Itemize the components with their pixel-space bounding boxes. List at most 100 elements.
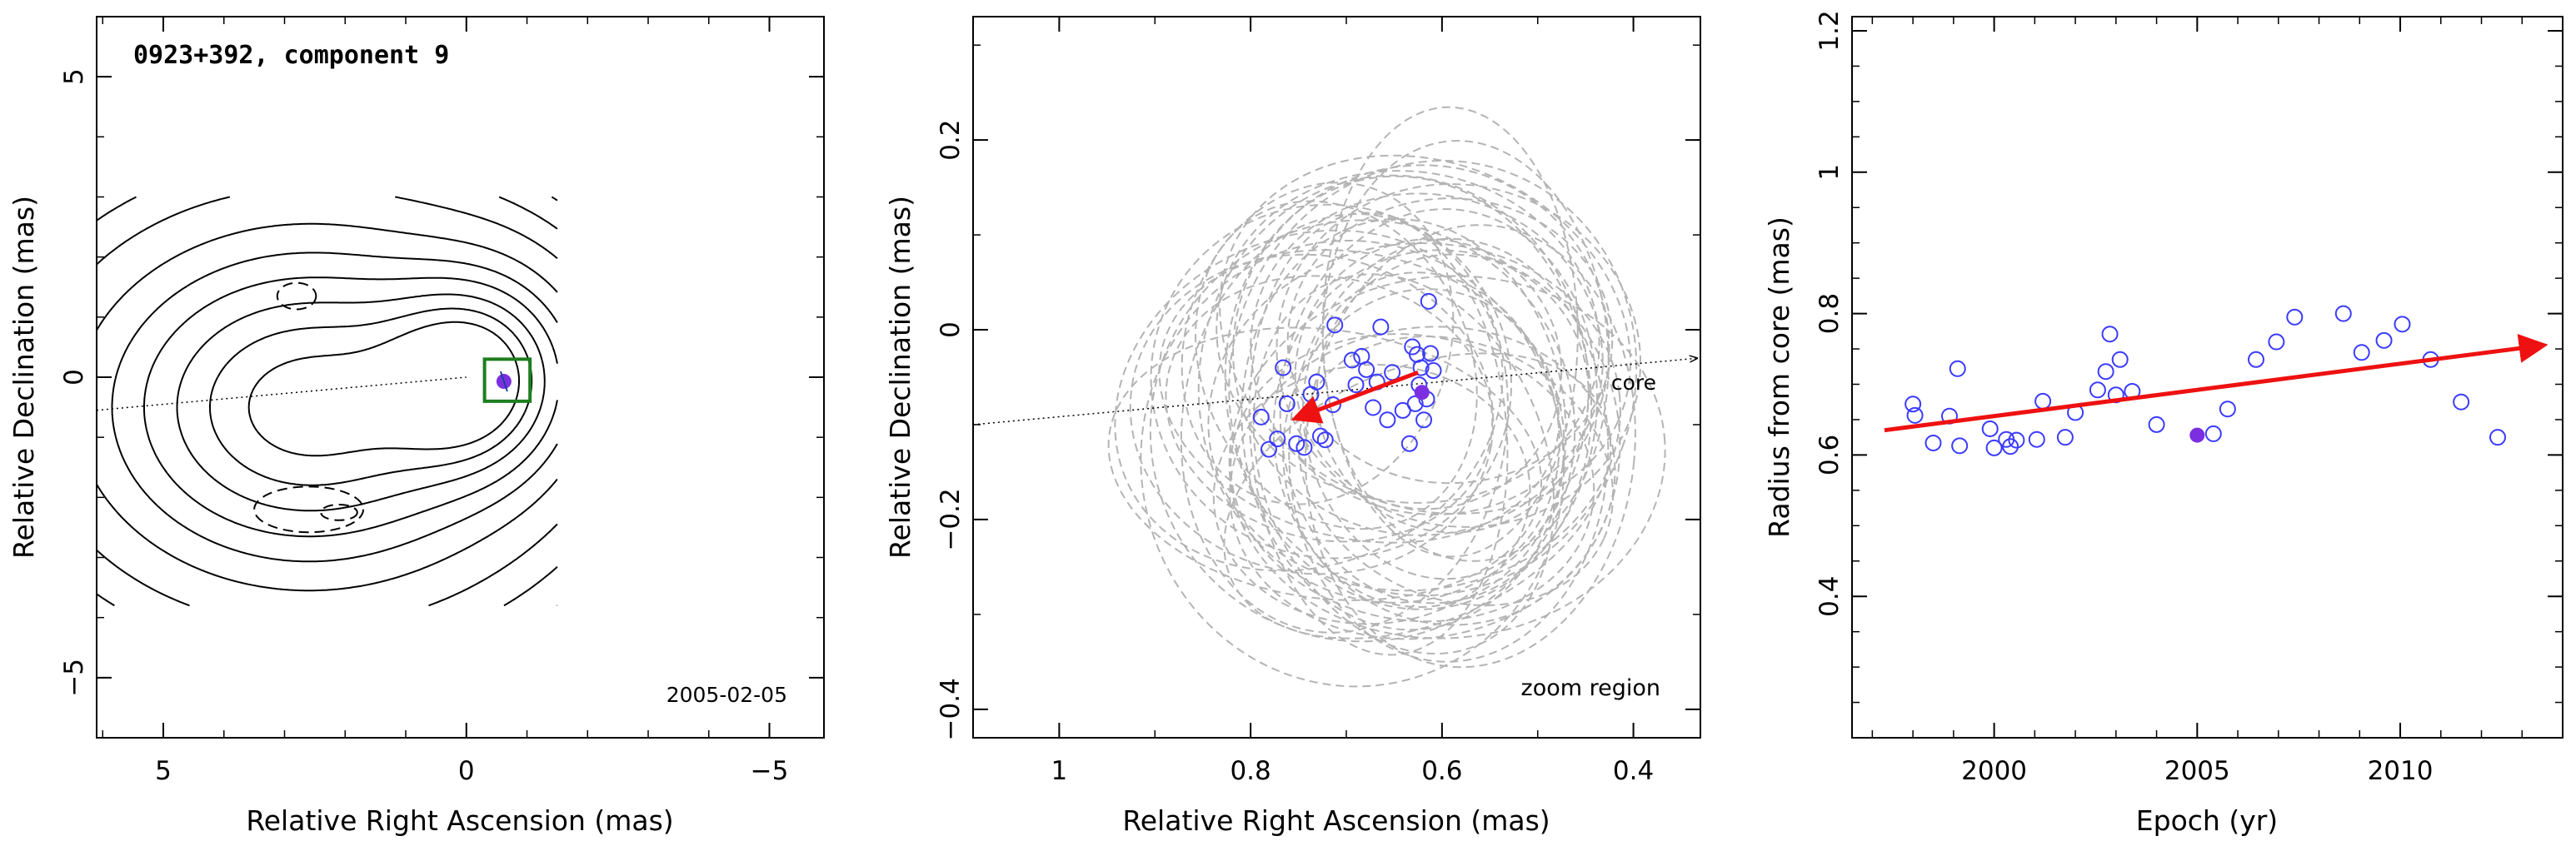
position-point	[1260, 440, 1277, 458]
beam-ellipse	[1248, 212, 1509, 656]
epoch-y-tick-label: 1	[1815, 164, 1845, 181]
beam-ellipse	[1321, 140, 1610, 562]
x-axis-label-c: Epoch (yr)	[2136, 804, 2278, 837]
map-x-tick-label: −5	[751, 756, 789, 786]
map-x-tick-label: 0	[458, 756, 475, 786]
positive-contour	[111, 251, 558, 563]
position-point	[1324, 396, 1341, 414]
beam-ellipse	[1230, 333, 1595, 623]
beam-ellipse	[1228, 275, 1666, 639]
radius-point	[2148, 416, 2165, 433]
beam-ellipse	[1288, 237, 1610, 663]
beam-ellipse	[1252, 273, 1555, 655]
y-axis-label-b: Relative Declination (mas)	[884, 196, 916, 559]
epoch-y-tick-label: 0.6	[1815, 435, 1845, 475]
beam-ellipse	[1216, 170, 1600, 504]
map-y-tick-label: 0	[59, 369, 89, 386]
radius-point	[1925, 434, 1942, 451]
beam-ellipse	[1195, 200, 1478, 530]
beam-ellipse	[1223, 352, 1612, 639]
beam-ellipse	[1282, 288, 1565, 608]
beam-ellipse	[1286, 197, 1614, 485]
map-title: 0923+392, component 9	[133, 41, 449, 70]
positive-contour	[97, 222, 558, 592]
position-point	[1343, 351, 1360, 369]
position-point	[1365, 399, 1382, 416]
map-y-tick-label: −5	[59, 659, 89, 697]
positive-contour	[97, 196, 558, 607]
map-y-tick-label: 5	[59, 68, 89, 85]
highlight-point	[1414, 385, 1430, 401]
radius-point	[2056, 429, 2074, 446]
beam-ellipse	[1219, 154, 1631, 515]
beam-ellipse	[1272, 249, 1621, 626]
zoom-y-tick-label: −0.2	[936, 488, 966, 550]
positive-contour	[551, 196, 558, 607]
epoch-x-tick-label: 2005	[2164, 756, 2230, 786]
beam-ellipse	[1250, 192, 1604, 515]
radius-point	[2002, 438, 2019, 455]
position-point	[1316, 431, 1334, 449]
epoch-x-tick-label: 2010	[2368, 756, 2434, 786]
epoch-label: 2005-02-05	[666, 683, 787, 707]
radius-point	[1981, 420, 1999, 437]
radius-point	[2247, 351, 2264, 368]
beam-ellipse	[1224, 175, 1593, 610]
map-x-tick-label: 5	[155, 756, 172, 786]
beam-ellipse	[1279, 208, 1599, 605]
position-point	[1278, 395, 1295, 412]
position-point	[1311, 427, 1329, 445]
position-point	[1425, 362, 1442, 380]
beam-ellipse	[1276, 183, 1642, 528]
position-point	[1269, 430, 1286, 448]
x-axis-label-b: Relative Right Ascension (mas)	[1122, 804, 1550, 837]
y-axis-label-a: Relative Declination (mas)	[7, 196, 40, 559]
radius-point	[2375, 331, 2393, 349]
beam-ellipse	[1305, 224, 1636, 669]
highlight-point	[2189, 427, 2205, 443]
epoch-y-tick-label: 0.4	[1815, 576, 1845, 617]
beam-ellipse	[1180, 213, 1509, 634]
beam-ellipse	[1321, 106, 1579, 558]
zoom-x-tick-label: 0.6	[1421, 756, 1462, 786]
zoom-y-tick-label: 0.2	[936, 119, 966, 160]
panel-c-frame	[1851, 16, 2564, 739]
zoom-box	[482, 357, 532, 403]
beam-ellipse	[1150, 203, 1512, 560]
position-point	[1400, 435, 1418, 452]
epoch-y-tick-label: 0.8	[1815, 293, 1845, 334]
epoch-y-tick-label: 1.2	[1815, 10, 1845, 51]
positive-contour	[247, 321, 520, 457]
panel-zoom-region: 1 0.8 0.6 0.40.20−0.2−0.4 core zoom region …	[884, 16, 1701, 837]
radius-point	[2353, 344, 2370, 361]
radius-point	[1985, 439, 2003, 456]
beam-ellipse	[1158, 249, 1560, 544]
panel-contour-map: 5 0 −5 5 0 −5 0923+392, component 9 2005-02-0…	[7, 16, 825, 837]
zoom-y-tick-label: −0.4	[936, 678, 966, 740]
radius-point	[2089, 381, 2106, 399]
panel-b-frame	[972, 16, 1701, 739]
core-direction-line	[973, 358, 1697, 426]
radius-point	[2097, 363, 2114, 381]
position-point	[1372, 318, 1390, 336]
core-label: core	[1611, 371, 1656, 395]
y-axis-label-c: Radius from core (mas)	[1763, 216, 1795, 538]
jet-axis-line	[97, 376, 467, 411]
radius-point	[2489, 429, 2507, 446]
position-point	[1326, 316, 1344, 334]
beam-ellipse	[1107, 326, 1543, 601]
zoom-region-label: zoom region	[1521, 675, 1660, 701]
position-point	[1384, 364, 1401, 381]
position-point	[1275, 359, 1292, 376]
trend-arrow	[1884, 334, 2549, 433]
positive-contour	[176, 293, 546, 512]
zoom-x-tick-label: 0.8	[1230, 756, 1271, 786]
beam-ellipse	[1129, 253, 1495, 575]
beam-ellipse	[1165, 275, 1494, 543]
negative-contour	[320, 503, 358, 521]
beam-ellipse	[1301, 271, 1560, 580]
radius-point	[1949, 360, 1966, 377]
zoom-x-tick-label: 1	[1051, 756, 1068, 786]
